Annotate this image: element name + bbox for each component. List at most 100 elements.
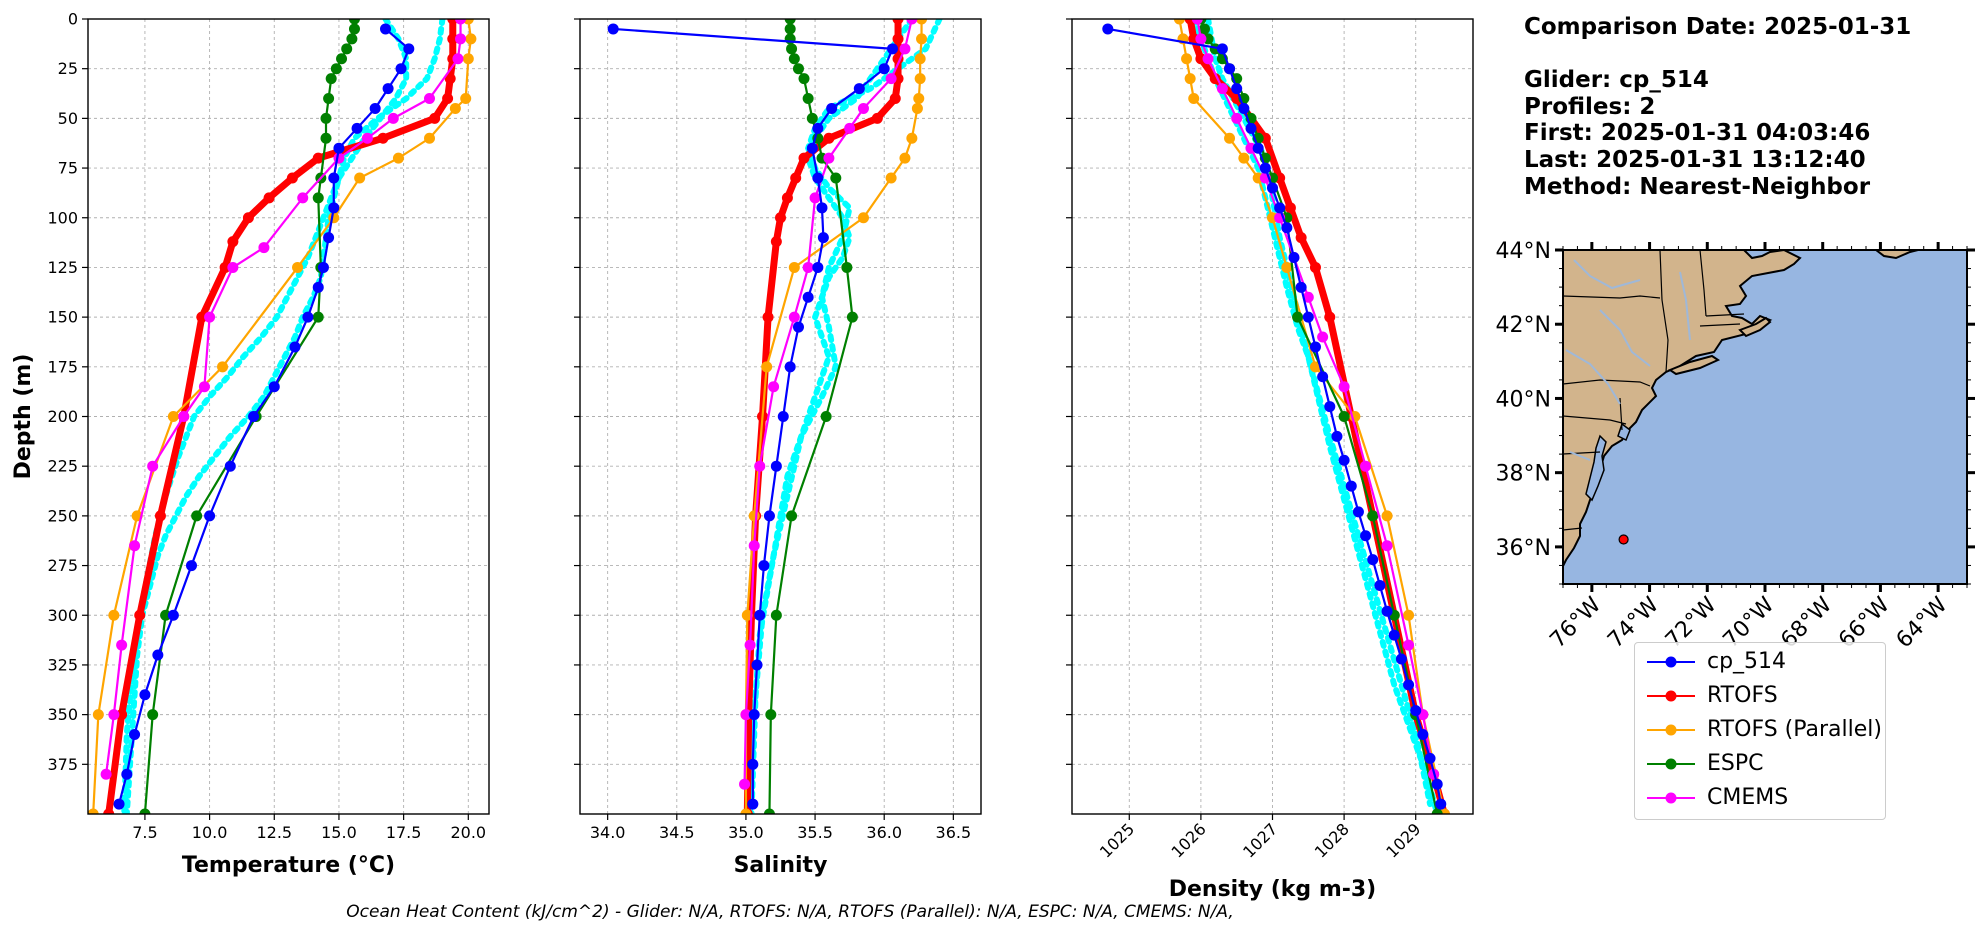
x-tick-label: 7.5 bbox=[132, 823, 157, 842]
data-point bbox=[121, 768, 133, 780]
interp-method: Method: Nearest-Neighbor bbox=[1524, 173, 1871, 200]
data-point bbox=[369, 102, 381, 114]
map-long-island bbox=[1667, 354, 1721, 376]
data-point bbox=[1431, 778, 1443, 790]
x-tick-label: 35.0 bbox=[728, 823, 764, 842]
data-point bbox=[1403, 609, 1415, 621]
legend: cp_514 RTOFS RTOFS (Parallel) ESPC CMEMS bbox=[1634, 642, 1886, 820]
plot-area bbox=[1102, 19, 1450, 814]
map-lat-label: 42°N bbox=[1496, 313, 1551, 338]
data-point bbox=[154, 510, 166, 522]
data-point bbox=[911, 102, 923, 114]
data-point bbox=[1395, 653, 1407, 665]
map-rivers bbox=[1565, 259, 1691, 461]
data-point bbox=[147, 460, 159, 472]
data-point bbox=[741, 609, 753, 621]
data-point bbox=[217, 361, 229, 373]
data-point bbox=[770, 236, 782, 248]
data-point bbox=[802, 291, 814, 303]
data-point bbox=[1295, 281, 1307, 293]
data-point bbox=[116, 709, 128, 721]
data-point bbox=[871, 112, 883, 124]
data-point bbox=[377, 132, 389, 144]
data-point bbox=[1295, 232, 1307, 244]
data-point bbox=[1317, 331, 1329, 343]
data-point bbox=[607, 23, 619, 35]
x-axis-label: Salinity bbox=[734, 853, 828, 878]
data-point bbox=[762, 311, 774, 323]
data-point bbox=[885, 172, 897, 184]
data-point bbox=[219, 261, 231, 273]
data-point bbox=[823, 152, 835, 164]
data-point bbox=[139, 808, 151, 814]
data-point bbox=[899, 43, 911, 55]
salinity-panel: 34.0 34.5 35.0 35.5 36.0 36.5 Salinity bbox=[574, 18, 982, 878]
data-point bbox=[887, 43, 899, 55]
data-point bbox=[826, 102, 838, 114]
data-point bbox=[242, 212, 254, 224]
data-point bbox=[1181, 53, 1193, 65]
data-point bbox=[198, 381, 210, 393]
data-point bbox=[323, 93, 335, 104]
legend-label: CMEMS bbox=[1707, 785, 1789, 810]
x-tick-label: 34.5 bbox=[659, 823, 695, 842]
x-axis-label: Temperature (°C) bbox=[182, 853, 395, 878]
data-point bbox=[784, 19, 796, 25]
legend-entry-cmems: CMEMS bbox=[1635, 781, 1885, 815]
data-point bbox=[167, 609, 179, 621]
data-point bbox=[392, 152, 404, 164]
x-tick-label: 1029 bbox=[1382, 819, 1424, 861]
y-tick-label: 250 bbox=[47, 506, 78, 525]
data-point bbox=[739, 778, 751, 790]
data-point bbox=[1309, 361, 1321, 373]
x-tick-label: 1027 bbox=[1239, 819, 1281, 861]
x-tick-label: 1028 bbox=[1311, 819, 1353, 861]
data-point bbox=[1435, 798, 1447, 810]
data-point bbox=[1252, 142, 1264, 154]
data-point bbox=[802, 93, 814, 104]
data-point bbox=[152, 649, 164, 661]
data-point bbox=[816, 202, 828, 214]
glider-name: Glider: cp_514 bbox=[1524, 67, 1709, 94]
data-point bbox=[914, 73, 926, 85]
map-panel: 36°N38°N40°N42°N44°N76°W74°W72°W70°W68°W… bbox=[1496, 239, 1975, 653]
data-point bbox=[1195, 33, 1207, 45]
y-tick-label: 125 bbox=[47, 258, 78, 277]
data-point bbox=[788, 311, 800, 323]
data-point bbox=[348, 23, 360, 35]
data-point bbox=[312, 192, 324, 204]
data-point bbox=[748, 540, 760, 552]
series-cmems bbox=[100, 19, 467, 780]
data-point bbox=[382, 83, 394, 95]
data-point bbox=[758, 560, 770, 572]
data-point bbox=[740, 808, 752, 814]
comparison-date: Comparison Date: 2025-01-31 bbox=[1524, 14, 1912, 40]
data-point bbox=[263, 192, 275, 204]
data-point bbox=[1184, 73, 1196, 85]
data-point bbox=[1216, 43, 1228, 55]
map-delaware-bay bbox=[1617, 422, 1631, 442]
data-point bbox=[1360, 530, 1372, 542]
y-tick-label: 25 bbox=[58, 59, 78, 78]
data-point bbox=[1374, 579, 1386, 591]
y-tick-label: 350 bbox=[47, 705, 78, 724]
y-tick-label: 150 bbox=[47, 308, 78, 327]
data-point bbox=[1198, 23, 1210, 35]
data-point bbox=[770, 609, 782, 621]
data-point bbox=[333, 142, 345, 154]
data-point bbox=[204, 311, 216, 323]
data-point bbox=[196, 311, 208, 323]
data-point bbox=[423, 132, 435, 144]
data-point bbox=[777, 411, 789, 422]
data-point bbox=[754, 460, 766, 472]
data-point bbox=[1259, 162, 1271, 174]
data-point bbox=[297, 192, 309, 204]
data-point bbox=[809, 192, 821, 204]
data-point bbox=[268, 381, 280, 393]
data-point bbox=[227, 236, 239, 248]
legend-label: cp_514 bbox=[1707, 649, 1787, 674]
data-point bbox=[1288, 252, 1300, 263]
data-point bbox=[788, 53, 800, 65]
